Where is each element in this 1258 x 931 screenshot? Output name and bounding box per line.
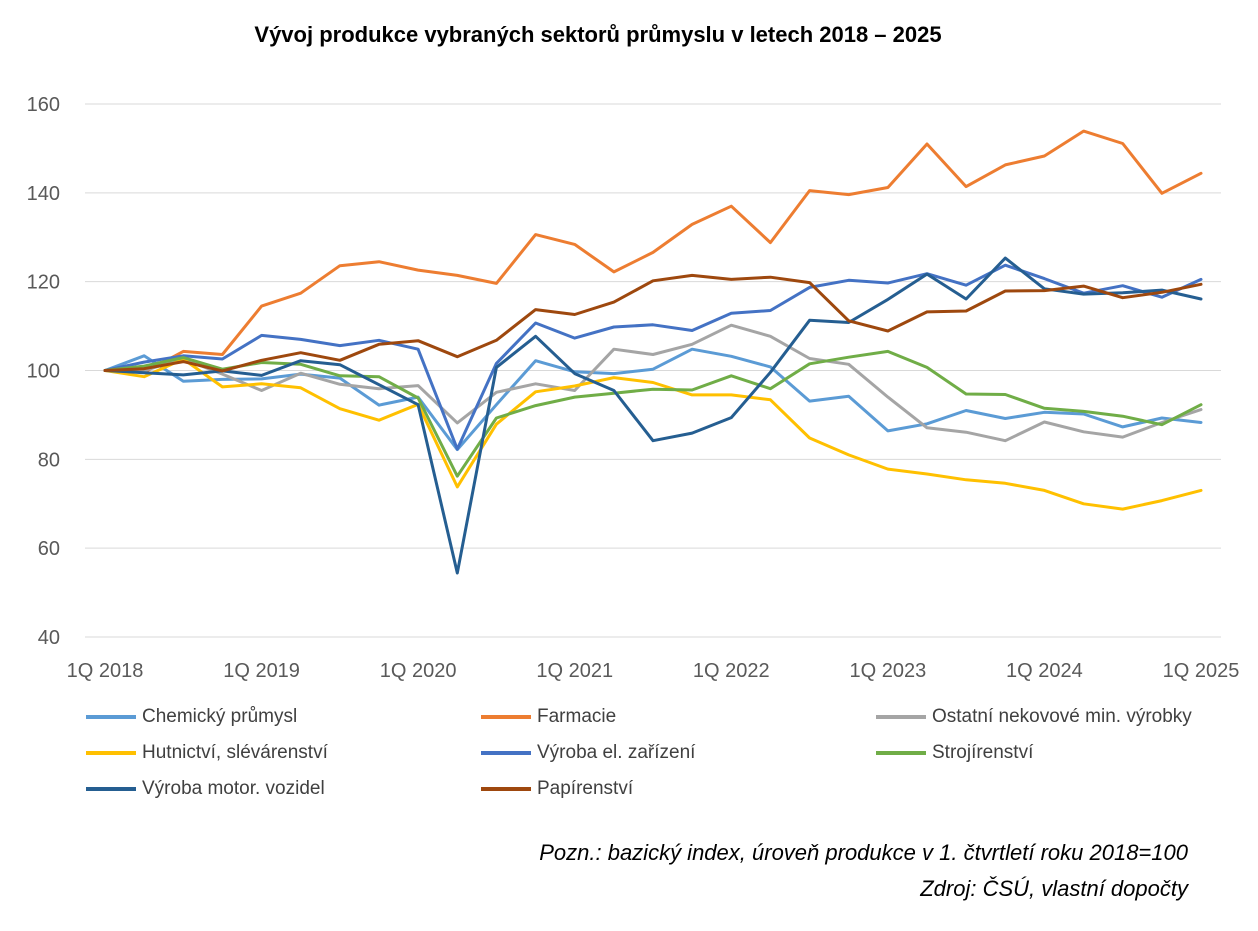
line-chart: 40 60 80 100 120 140 160 1Q 2018 1Q 2019 1Q 2020… (27, 94, 1240, 682)
series-line-stroj-renstv- (103, 349, 1203, 478)
series-line-farmacie (103, 129, 1203, 374)
legend-label: Papírenství (537, 778, 634, 799)
source-text: Zdroj: ČSÚ, vlastní dopočty (920, 876, 1188, 901)
y-tick-label: 160 (27, 94, 60, 116)
legend-swatch (481, 715, 531, 719)
legend-item-papirenstvi: Papírenství (481, 776, 633, 802)
legend-label: Výroba el. zařízení (537, 742, 696, 763)
legend-item-hutnictvi: Hutnictví, slévárenství (86, 740, 328, 766)
legend-swatch (86, 715, 136, 719)
series-lines (103, 129, 1203, 575)
legend-label: Farmacie (537, 706, 617, 727)
series-line-ostatn-nekovov-min-v-robky (103, 323, 1203, 443)
legend-swatch (481, 787, 531, 791)
x-tick-label: 1Q 2020 (380, 660, 457, 682)
series-line-v-roba-el-za-zen- (103, 263, 1203, 451)
x-tick-label: 1Q 2025 (1163, 660, 1240, 682)
legend-swatch (876, 715, 926, 719)
y-tick-label: 40 (38, 627, 60, 649)
series-line-chemick-pr-mysl (103, 347, 1203, 452)
legend-label: Ostatní nekovové min. výrobky (932, 706, 1192, 727)
x-tick-label: 1Q 2024 (1006, 660, 1083, 682)
y-tick-label: 100 (27, 361, 60, 383)
series-line-pap-renstv- (103, 273, 1203, 373)
legend-swatch (86, 787, 136, 791)
x-tick-label: 1Q 2023 (849, 660, 926, 682)
legend-label: Strojírenství (932, 742, 1034, 763)
series-line-v-roba-motor-vozidel (103, 256, 1203, 575)
legend-item-vyroba-motor-vozidel: Výroba motor. vozidel (86, 776, 325, 802)
y-tick-label: 60 (38, 538, 60, 560)
legend-swatch (86, 751, 136, 755)
legend-label: Chemický průmysl (142, 706, 298, 727)
legend-label: Výroba motor. vozidel (142, 778, 325, 799)
series-line-hutnictv-sl-v-renstv- (103, 357, 1203, 511)
x-tick-label: 1Q 2022 (693, 660, 770, 682)
legend-item-strojirenstvi: Strojírenství (876, 740, 1033, 766)
x-tick-labels: 1Q 2018 1Q 2019 1Q 2020 1Q 2021 1Q 2022 1Q 20… (67, 660, 1240, 682)
y-tick-label: 120 (27, 272, 60, 294)
legend-item-ostatni-nekovove: Ostatní nekovové min. výrobky (876, 704, 1192, 730)
x-tick-label: 1Q 2021 (536, 660, 613, 682)
legend-swatch (481, 751, 531, 755)
y-tick-label: 140 (27, 183, 60, 205)
legend-item-vyroba-el-zarizeni: Výroba el. zařízení (481, 740, 695, 766)
y-tick-label: 80 (38, 449, 60, 471)
x-tick-label: 1Q 2019 (223, 660, 300, 682)
chart-title: Vývoj produkce vybraných sektorů průmysl… (254, 22, 942, 47)
y-tick-labels: 40 60 80 100 120 140 160 (27, 94, 60, 649)
legend-swatch (876, 751, 926, 755)
legend-label: Hutnictví, slévárenství (142, 742, 328, 763)
legend-item-farmacie: Farmacie (481, 704, 616, 730)
x-tick-label: 1Q 2018 (67, 660, 144, 682)
note-text: Pozn.: bazický index, úroveň produkce v … (539, 840, 1188, 865)
legend-item-chemicky-prumysl: Chemický průmysl (86, 704, 297, 730)
